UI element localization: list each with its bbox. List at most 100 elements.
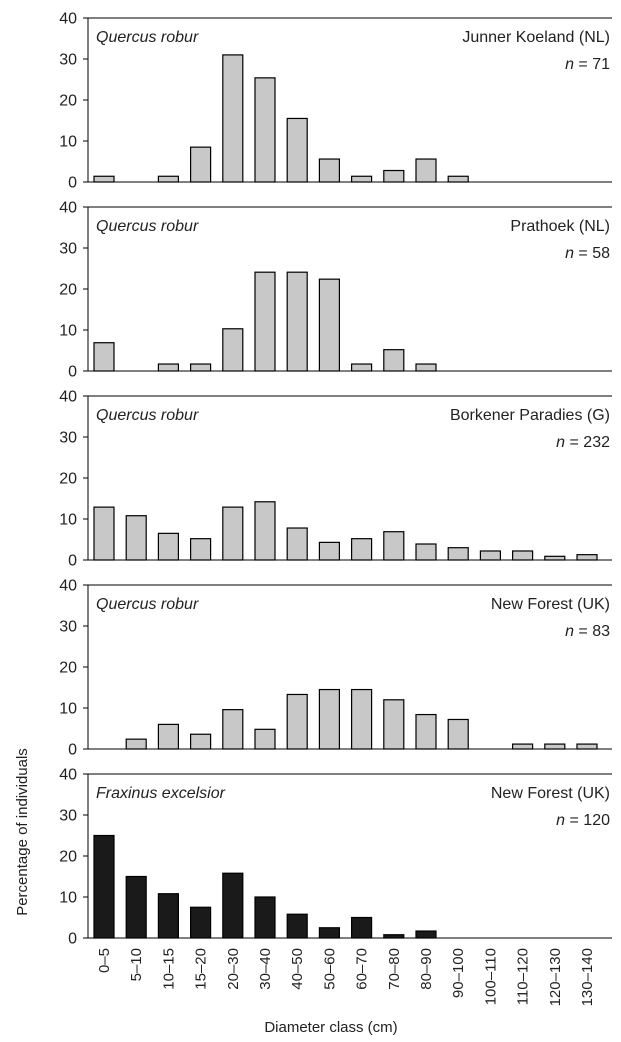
y-tick-label: 30 <box>59 241 77 258</box>
bar <box>447 718 469 750</box>
panel-4: 0 10 20 30 40 Quercus robur New Forest (UK) n =… <box>59 578 612 759</box>
bar <box>351 688 373 750</box>
x-tick-label: 70–80 <box>386 948 403 990</box>
n-value: = 83 <box>574 623 610 640</box>
bar <box>286 527 308 561</box>
bar <box>125 515 147 561</box>
x-axis-title: Diameter class (cm) <box>264 1019 397 1036</box>
y-tick-label: 20 <box>59 660 77 677</box>
bar <box>415 543 437 561</box>
n-value: = 71 <box>574 56 610 73</box>
bar <box>544 555 566 561</box>
y-tick-label: 10 <box>59 890 77 907</box>
bar <box>351 916 373 939</box>
y-tick-label: 10 <box>59 134 77 151</box>
bar <box>190 733 212 750</box>
x-tick-label: 0–5 <box>96 948 113 973</box>
bar <box>511 550 534 561</box>
n-symbol: n <box>556 812 565 829</box>
x-tick-label: 130–140 <box>579 948 596 1006</box>
sample-size-label: n = 232 <box>556 434 610 451</box>
y-tick-label: 40 <box>59 11 77 28</box>
n-symbol: n <box>565 245 574 262</box>
y-axis-title: Percentage of individuals <box>14 748 31 916</box>
panels-group: 0 10 20 30 40 Quercus robur Junner Koeland (NL… <box>59 11 612 948</box>
x-tick-label: 50–60 <box>321 948 338 990</box>
x-tick-label: 5–10 <box>128 948 145 981</box>
bar <box>222 328 244 372</box>
bar <box>415 158 437 183</box>
bar <box>93 342 115 372</box>
site-label: New Forest (UK) <box>491 785 610 802</box>
site-label: Junner Koeland (NL) <box>462 29 610 46</box>
x-tick-label: 30–40 <box>257 948 274 990</box>
bar <box>157 723 179 750</box>
panel-2: 0 10 20 30 40 Quercus robur Prathoek (NL) n = 5… <box>59 200 612 381</box>
bar <box>190 363 212 372</box>
y-tick-label: 20 <box>59 849 77 866</box>
bar <box>286 271 308 372</box>
bar <box>254 896 276 939</box>
species-label: Quercus robur <box>96 596 199 613</box>
bar <box>318 927 340 939</box>
bar <box>415 363 437 372</box>
bar <box>254 77 276 183</box>
bar <box>318 541 340 561</box>
bar <box>222 872 244 939</box>
bar <box>93 175 115 183</box>
y-tick-label: 0 <box>68 364 77 381</box>
bar <box>383 531 405 561</box>
x-tick-label: 20–30 <box>225 948 242 990</box>
bar <box>286 913 308 939</box>
bar <box>447 175 469 183</box>
bar <box>415 930 437 939</box>
species-label: Quercus robur <box>96 218 199 235</box>
bar <box>447 547 469 561</box>
species-label: Fraxinus excelsior <box>96 785 226 802</box>
x-tick-label: 120–130 <box>547 948 564 1006</box>
y-tick-label: 10 <box>59 512 77 529</box>
y-tick-label: 30 <box>59 52 77 69</box>
bar <box>254 501 276 561</box>
y-tick-label: 20 <box>59 471 77 488</box>
bar <box>351 175 373 183</box>
y-tick-label: 20 <box>59 93 77 110</box>
x-tick-label: 40–50 <box>289 948 306 990</box>
bar <box>125 738 147 750</box>
x-tick-label: 80–90 <box>418 948 435 990</box>
bar <box>93 834 115 939</box>
y-tick-label: 40 <box>59 767 77 784</box>
species-label: Quercus robur <box>96 407 199 424</box>
n-value: = 58 <box>574 245 610 262</box>
y-tick-label: 30 <box>59 619 77 636</box>
y-tick-label: 10 <box>59 323 77 340</box>
y-tick-label: 40 <box>59 389 77 406</box>
site-label: Borkener Paradies (G) <box>450 407 610 424</box>
y-tick-label: 30 <box>59 808 77 825</box>
n-value: = 120 <box>565 812 610 829</box>
bar <box>222 506 244 561</box>
y-tick-label: 0 <box>68 553 77 570</box>
bar <box>190 906 212 939</box>
bar <box>157 532 179 561</box>
y-tick-label: 30 <box>59 430 77 447</box>
n-symbol: n <box>565 56 574 73</box>
bar <box>318 688 340 750</box>
bar <box>222 54 244 183</box>
bar <box>190 538 212 561</box>
n-value: = 232 <box>565 434 610 451</box>
bar <box>511 743 534 750</box>
bar <box>190 146 212 183</box>
bar <box>222 709 244 750</box>
y-tick-label: 20 <box>59 282 77 299</box>
x-tick-label: 60–70 <box>354 948 371 990</box>
species-label: Quercus robur <box>96 29 199 46</box>
panel-5: 0 10 20 30 40 Fraxinus excelsior New Forest (U… <box>59 767 612 948</box>
x-tick-labels: 0–5 5–10 10–15 15–20 20–30 30–40 40–50 50–60 60–… <box>96 948 596 1006</box>
bar <box>93 506 115 561</box>
x-tick-label: 10–15 <box>160 948 177 990</box>
bar <box>157 175 179 183</box>
y-tick-label: 0 <box>68 931 77 948</box>
bar <box>383 934 405 939</box>
bar <box>286 117 308 183</box>
